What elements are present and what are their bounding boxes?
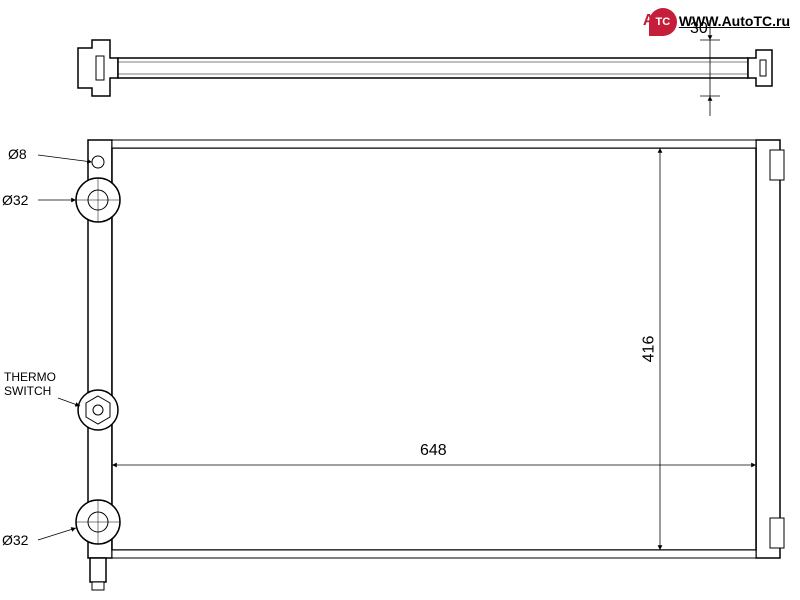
dia-32-bot-label: Ø32 [2,532,28,548]
site-logo: AWWW.AutoTC.ru [649,8,790,36]
dia-32-top-label: Ø32 [2,192,28,208]
dim-648-label: 648 [420,442,447,460]
site-url: WWW.AutoTC.ru [679,13,790,29]
technical-drawing [0,0,800,600]
top-view [78,40,772,96]
thermo-switch [78,390,118,430]
dim-416-label: 416 [640,336,658,363]
thermo-switch-label: THERMO SWITCH [4,370,56,398]
front-view [76,140,784,590]
dia-8-label: Ø8 [8,146,27,162]
